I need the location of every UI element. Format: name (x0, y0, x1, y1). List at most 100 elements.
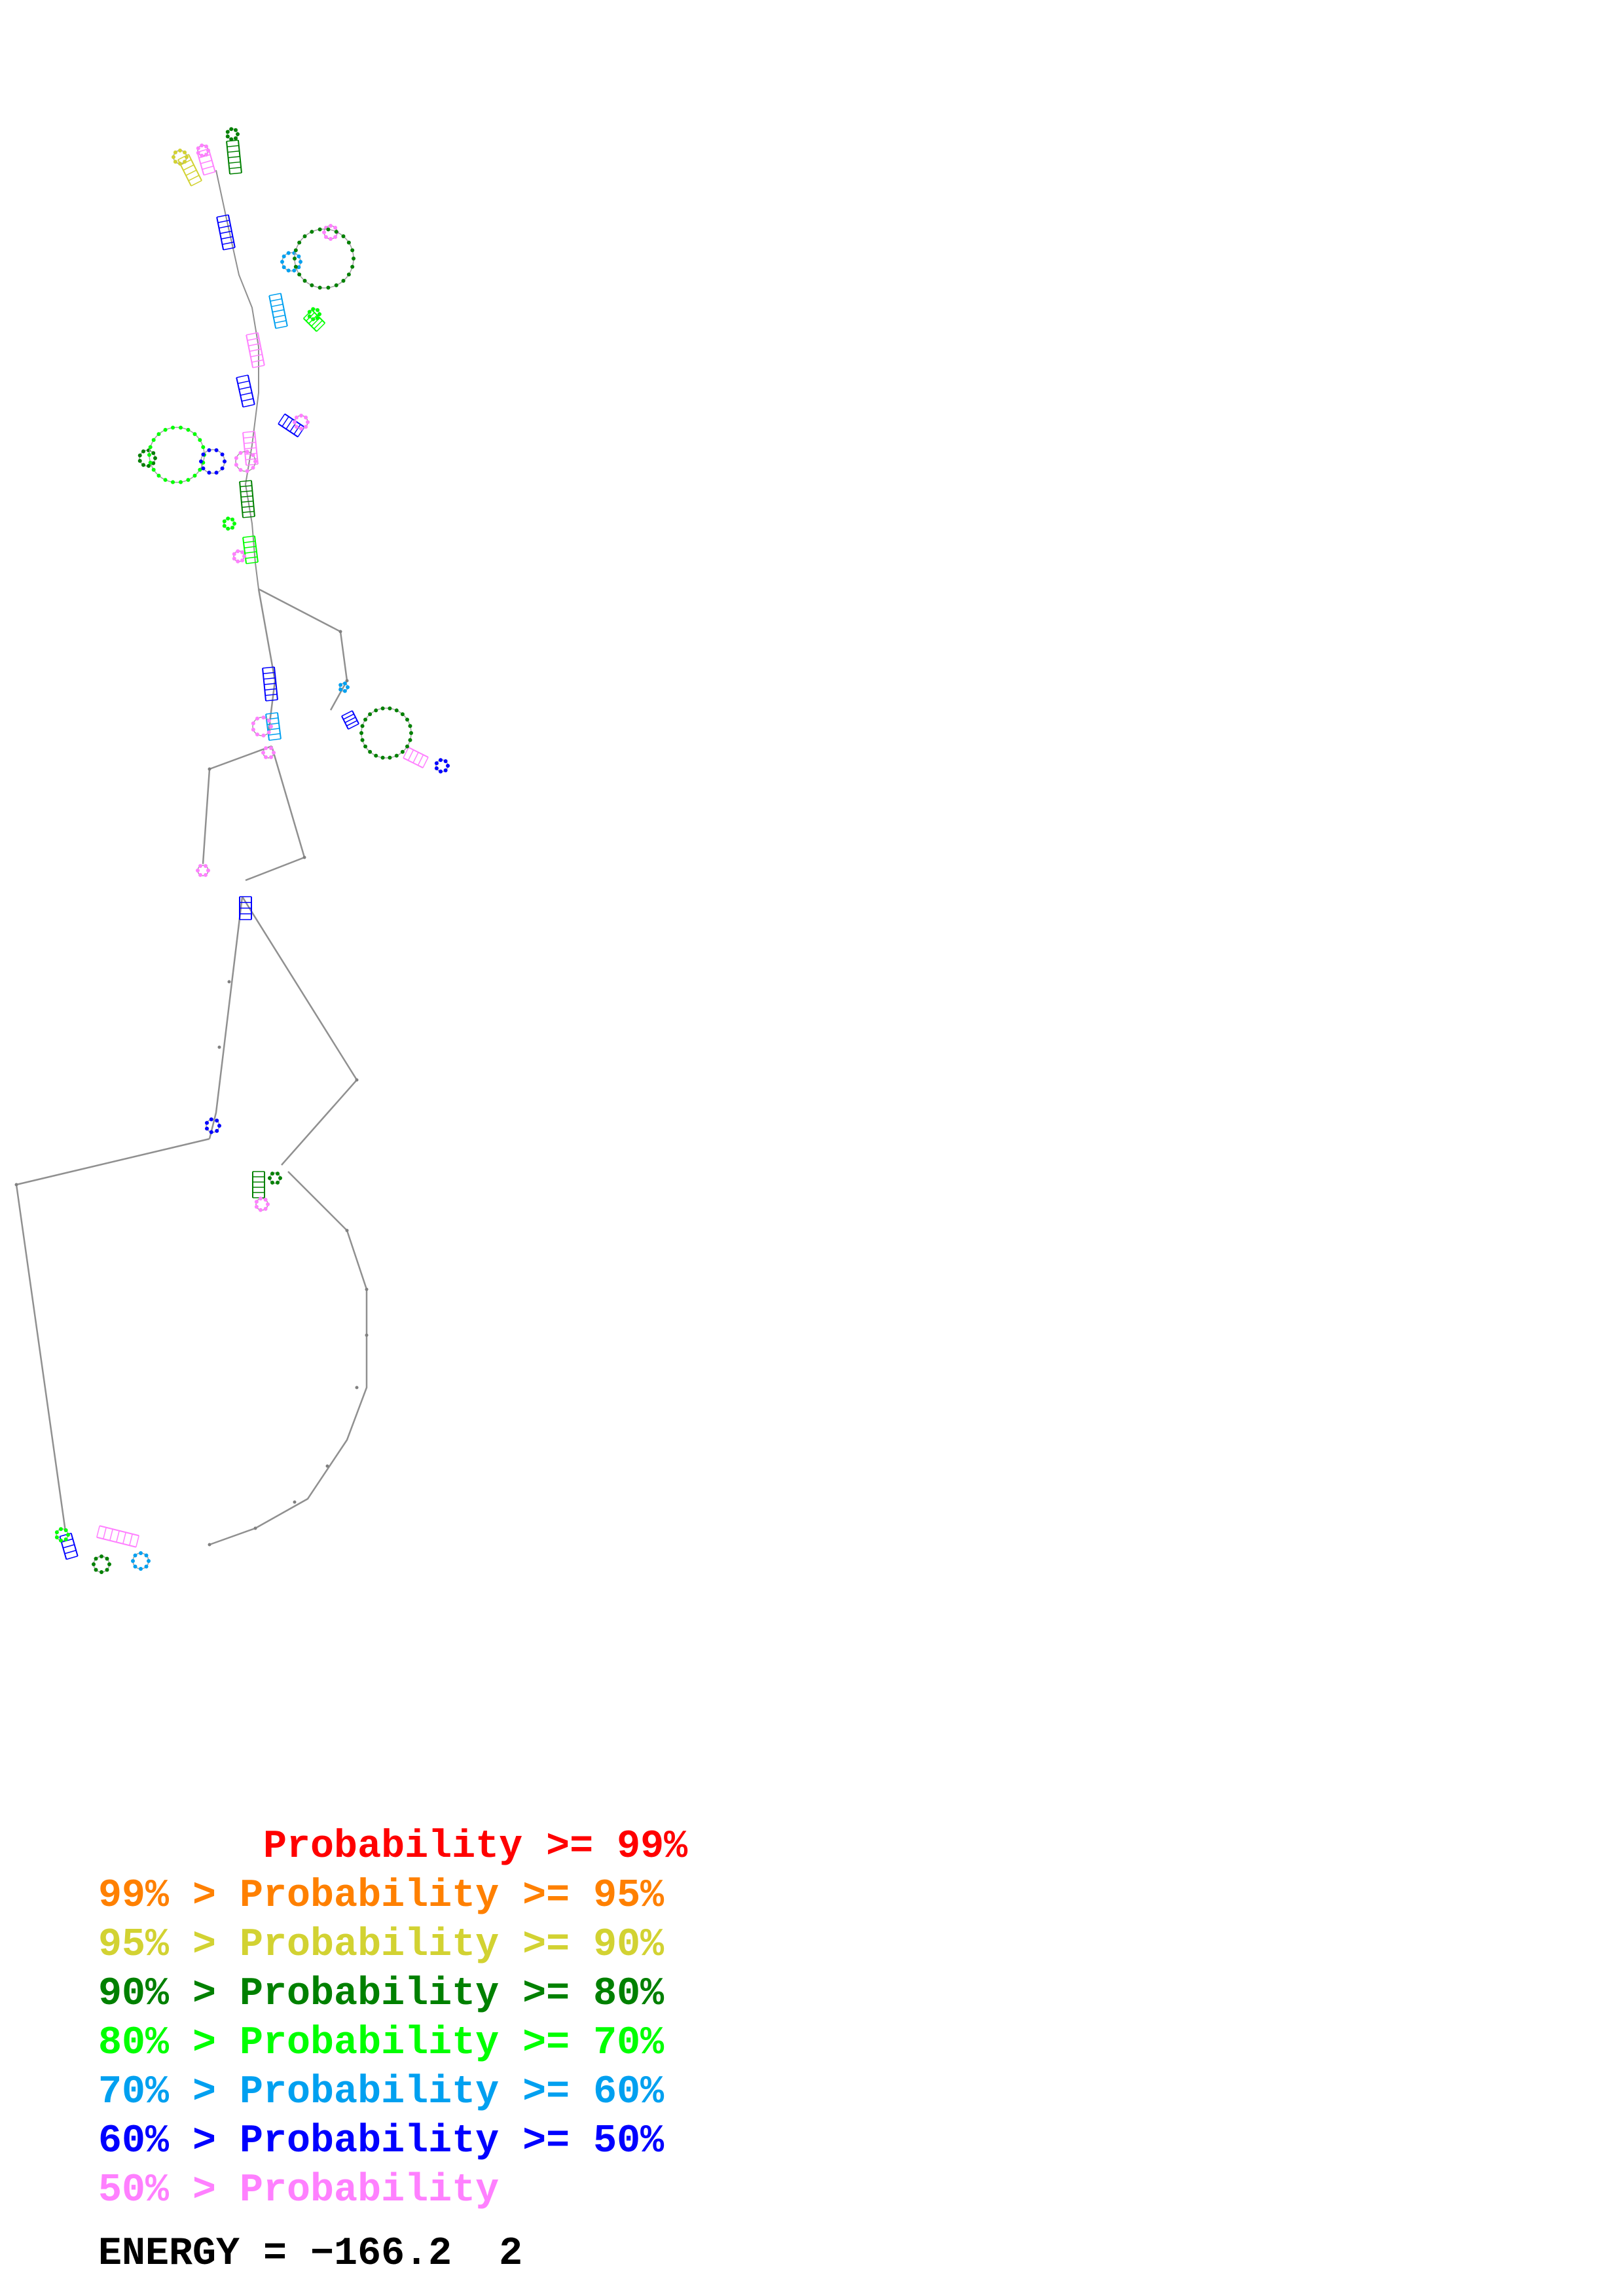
nucleotide (254, 1204, 259, 1209)
nucleotide (226, 516, 230, 521)
base-pair (244, 546, 257, 548)
base-pair (242, 505, 254, 508)
nucleotide (302, 234, 307, 238)
base-pair (246, 463, 259, 466)
base-pair (246, 562, 259, 564)
base-pair (262, 666, 275, 669)
nucleotide (338, 630, 342, 634)
nucleotide (230, 526, 234, 530)
base-pair (220, 230, 232, 234)
nucleotide (368, 749, 373, 754)
nucleotide (230, 517, 234, 522)
backbone-strand (15, 170, 368, 1546)
base-pair (242, 511, 255, 513)
nucleotide (151, 451, 156, 456)
nucleotide (215, 1128, 219, 1133)
nucleotide (100, 1570, 103, 1574)
nucleotide (302, 279, 307, 283)
probability-legend: Probability >= 99% 99% > Probability >= … (98, 1823, 687, 2215)
nucleotide (258, 1208, 263, 1212)
nucleotide (198, 467, 202, 472)
base-pair (243, 436, 255, 439)
base-pair (253, 365, 264, 368)
backbone-segment (208, 896, 244, 1139)
nucleotide (66, 1533, 70, 1537)
base-pair (265, 694, 278, 696)
nucleotide (326, 227, 331, 232)
nucleotide (333, 235, 338, 240)
nucleotide (405, 717, 409, 722)
nucleotide (183, 150, 187, 154)
base-pair (403, 747, 409, 759)
base-pair (243, 404, 255, 408)
nucleotide (232, 522, 236, 526)
nucleotide (307, 310, 312, 314)
base-pair (109, 1529, 113, 1541)
base-pair (185, 170, 197, 176)
nucleotide (240, 558, 244, 563)
helix-strand (253, 535, 259, 563)
nucleotide (315, 308, 319, 312)
nucleotide (261, 715, 266, 720)
nucleotide (147, 463, 151, 468)
base-pair (407, 749, 414, 761)
nucleotide (304, 425, 308, 429)
backbone-segment (241, 896, 358, 1166)
nucleotide (233, 136, 238, 141)
base-pair (103, 1527, 107, 1539)
nucleotide (147, 1559, 151, 1563)
nucleotide (204, 144, 208, 149)
base-pair (63, 1544, 75, 1549)
nucleotide (217, 1124, 221, 1128)
nucleotide (355, 1386, 359, 1390)
nucleotide (282, 254, 286, 259)
nucleotide (204, 152, 208, 157)
nucleotide (266, 719, 271, 723)
nucleotide (263, 1197, 268, 1202)
nucleotide (266, 1202, 270, 1206)
nucleotide (163, 427, 168, 432)
nucleotide (206, 869, 210, 872)
nucleotide (409, 731, 413, 735)
legend-row-95-99: 99% > Probability >= 95% (98, 1874, 665, 1918)
nucleotide (236, 549, 240, 554)
nucleotide (133, 1553, 137, 1558)
nucleotide (360, 738, 365, 742)
nucleotide (92, 1562, 96, 1566)
nucleotide (270, 1172, 274, 1176)
nucleotide (438, 769, 443, 774)
nucleotide (208, 1543, 211, 1547)
nucleotide (58, 1538, 63, 1543)
nucleotide (282, 265, 286, 270)
base-pair (263, 677, 276, 680)
base-pair (245, 556, 258, 559)
base-pair (282, 416, 289, 427)
nucleotide (286, 268, 291, 273)
base-pair (244, 447, 257, 450)
nucleotide (346, 272, 351, 277)
nucleotide (107, 1562, 111, 1566)
rna-secondary-structure-diagram (14, 127, 450, 1574)
nucleotide (276, 1172, 280, 1176)
nucleotide (178, 149, 182, 152)
nucleotide (251, 465, 255, 470)
base-pair (66, 1555, 78, 1560)
nucleotide (222, 524, 227, 528)
base-pair (271, 304, 283, 308)
base-pair (217, 214, 228, 218)
nucleotide (341, 234, 346, 238)
nucleotide (64, 1537, 68, 1542)
nucleotide (352, 257, 356, 260)
nucleotide (268, 1176, 272, 1180)
nucleotide (294, 425, 299, 429)
nucleotide (171, 480, 175, 484)
nucleotide (204, 1126, 209, 1131)
nucleotide (54, 1535, 59, 1539)
nucleotide (225, 130, 230, 134)
base-pair (227, 145, 239, 147)
base-pair (219, 225, 231, 229)
nucleotide (293, 1500, 297, 1504)
nucleotide (207, 448, 211, 452)
base-pair (247, 337, 259, 341)
nucleotide (363, 717, 368, 722)
